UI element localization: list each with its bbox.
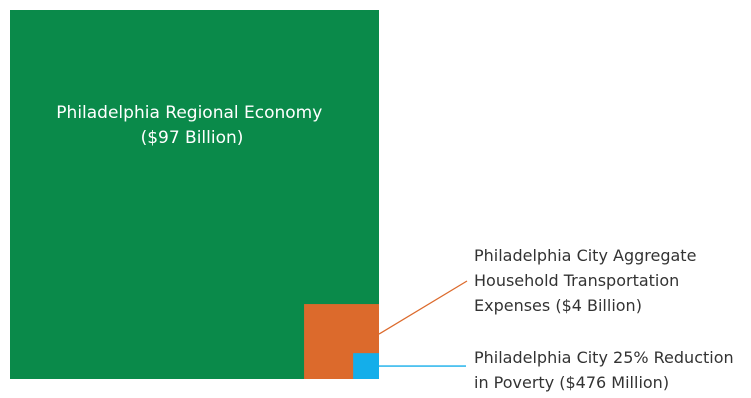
transportation-expenses-label-line: Household Transportation bbox=[474, 271, 679, 290]
poverty-reduction-label: Philadelphia City 25% Reduction in Pover… bbox=[474, 348, 739, 392]
regional-economy-label-line: Philadelphia Regional Economy bbox=[56, 103, 322, 123]
poverty-reduction-label-line: Philadelphia City 25% Reduction bbox=[474, 348, 734, 367]
poverty-reduction-square bbox=[353, 353, 379, 379]
regional-economy-label-line: ($97 Billion) bbox=[141, 128, 244, 148]
poverty-reduction-label-line: in Poverty ($476 Million) bbox=[474, 373, 669, 392]
transportation-expenses-label: Philadelphia City Aggregate Household Tr… bbox=[474, 246, 702, 315]
regional-economy-label: Philadelphia Regional Economy ($97 Billi… bbox=[56, 103, 327, 148]
transportation-leader-line bbox=[378, 280, 468, 335]
transportation-expenses-label-line: Philadelphia City Aggregate bbox=[474, 246, 696, 265]
transportation-expenses-label-line: Expenses ($4 Billion) bbox=[474, 296, 642, 315]
